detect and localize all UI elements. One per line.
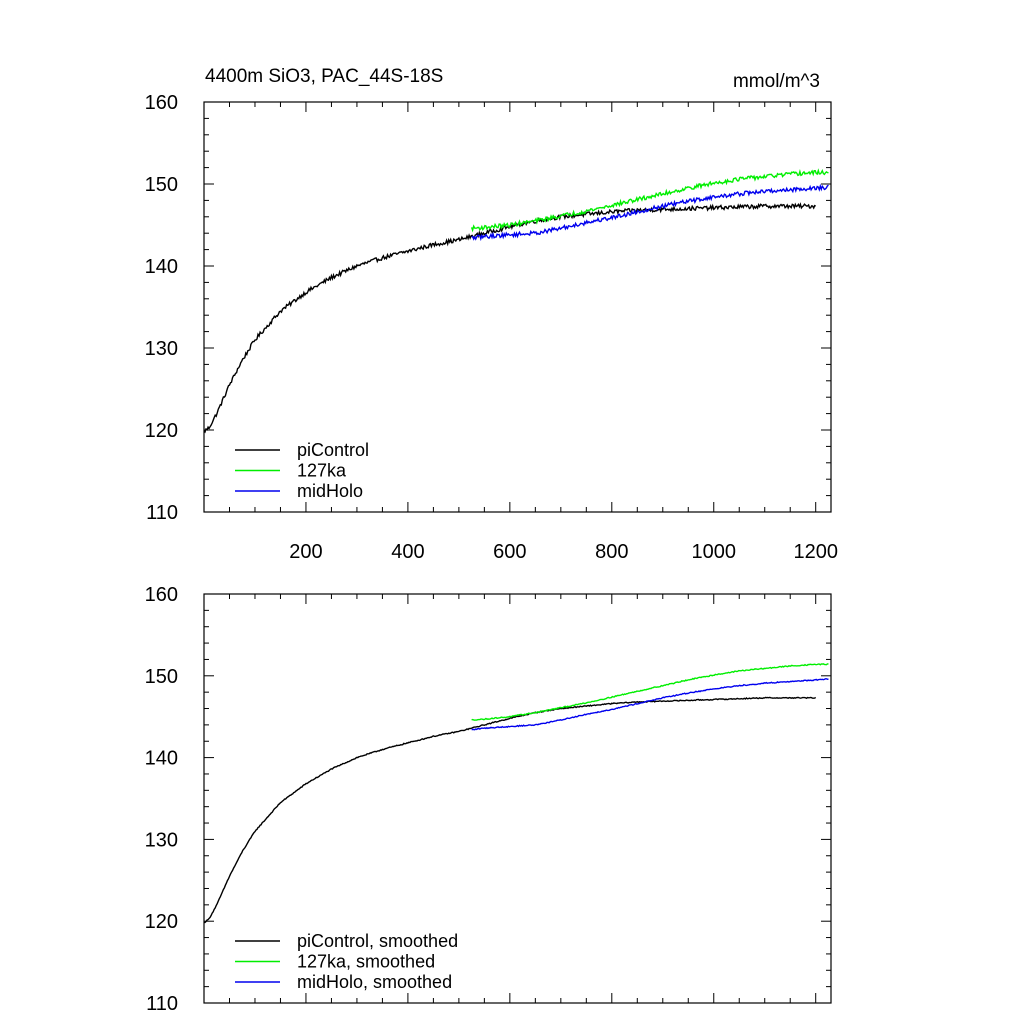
x-tick-label: 400 xyxy=(391,541,424,563)
series-line-midholo xyxy=(471,183,829,242)
series-line-midholo xyxy=(471,678,829,731)
series-line-picontrol xyxy=(203,202,817,434)
y-tick-label: 120 xyxy=(145,911,178,933)
plot-frame xyxy=(203,593,832,1004)
y-tick-label: 130 xyxy=(145,829,178,851)
y-tick-label: 150 xyxy=(145,666,178,688)
series-line-picontrol xyxy=(203,696,817,924)
y-tick-label: 110 xyxy=(146,993,178,1015)
plot-frame xyxy=(203,101,832,513)
x-tick-label: 1200 xyxy=(793,541,838,563)
unit-label: mmol/m^3 xyxy=(733,71,820,92)
x-tick-label: 200 xyxy=(289,541,322,563)
y-tick-label: 160 xyxy=(145,584,178,606)
series-line-127ka xyxy=(470,168,829,233)
x-tick-label: 600 xyxy=(493,541,526,563)
y-tick-label: 140 xyxy=(145,256,178,278)
legend-label: midHolo, smoothed xyxy=(297,972,452,992)
x-tick-label: 1000 xyxy=(692,541,737,563)
y-tick-label: 120 xyxy=(145,420,178,442)
legend-label: 127ka xyxy=(297,461,347,481)
legend-label: 127ka, smoothed xyxy=(297,952,435,972)
top-panel: 110 120 130 140 150 160 200 400 600 800 1000 1200 pi… xyxy=(145,92,838,563)
bottom-panel: 110 120 130 140 150 160 piControl, smoothed127… xyxy=(145,584,832,1015)
legend-label: piControl, smoothed xyxy=(297,931,458,951)
chart-title: 4400m SiO3, PAC_44S-18S xyxy=(205,66,443,87)
legend-label: midHolo xyxy=(297,481,363,501)
y-tick-label: 150 xyxy=(145,174,178,196)
y-tick-label: 130 xyxy=(145,338,178,360)
x-tick-label: 800 xyxy=(595,541,628,563)
legend-label: piControl xyxy=(297,440,369,460)
y-tick-label: 140 xyxy=(145,748,178,770)
series-line-127ka xyxy=(471,663,829,721)
y-tick-label: 110 xyxy=(146,502,178,524)
y-tick-label: 160 xyxy=(145,92,178,114)
